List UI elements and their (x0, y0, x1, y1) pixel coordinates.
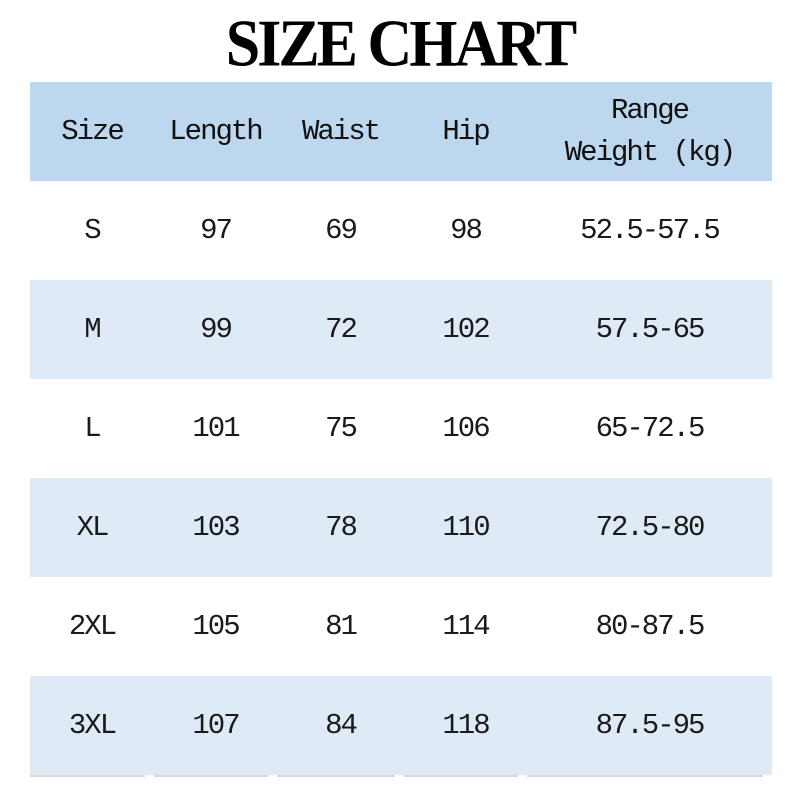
cell-waist: 81 (325, 610, 358, 643)
cell-weight-range: 72.5-80 (595, 511, 706, 544)
table-header-row: Size Length Waist Hip Range Weight (kg) (30, 82, 772, 181)
cell-size: 3XL (68, 709, 117, 742)
header-range-line2: Weight (kg) (564, 135, 736, 169)
cell-size: S (84, 214, 101, 247)
cell-waist: 75 (325, 412, 358, 445)
header-range-line1: Range (610, 93, 690, 127)
bottom-gridline (30, 775, 772, 777)
header-length: Length (169, 115, 263, 148)
cell-waist: 72 (325, 313, 358, 346)
cell-length: 103 (192, 511, 240, 544)
table-row-2xl: 2XL 105 81 114 80-87.5 (30, 577, 772, 676)
cell-length: 99 (200, 313, 233, 346)
cell-weight-range: 80-87.5 (595, 610, 706, 643)
cell-size: XL (76, 511, 110, 544)
cell-weight-range: 57.5-65 (595, 313, 706, 346)
cell-waist: 69 (325, 214, 358, 247)
cell-length: 105 (192, 610, 240, 643)
cell-hip: 110 (442, 511, 490, 544)
cell-hip: 118 (442, 709, 490, 742)
cell-waist: 84 (325, 709, 358, 742)
cell-hip: 106 (442, 412, 490, 445)
gridline-segment (527, 775, 763, 777)
table-row-3xl: 3XL 107 84 118 87.5-95 (30, 676, 772, 775)
cell-size: M (84, 313, 101, 346)
header-weight-range: Range Weight (kg) (527, 82, 772, 181)
header-hip: Hip (442, 115, 490, 148)
header-size: Size (61, 115, 125, 148)
cell-hip: 114 (442, 610, 490, 643)
table-row-m: M 99 72 102 57.5-65 (30, 280, 772, 379)
cell-hip: 102 (442, 313, 490, 346)
cell-size: 2XL (68, 610, 117, 643)
table-row-s: S 97 69 98 52.5-57.5 (30, 181, 772, 280)
gridline-segment (154, 775, 268, 777)
table-row-xl: XL 103 78 110 72.5-80 (30, 478, 772, 577)
cell-length: 107 (192, 709, 240, 742)
cell-weight-range: 65-72.5 (595, 412, 706, 445)
header-waist: Waist (301, 115, 381, 148)
cell-length: 101 (192, 412, 240, 445)
gridline-segment (277, 775, 395, 777)
table-row-l: L 101 75 106 65-72.5 (30, 379, 772, 478)
cell-weight-range: 87.5-95 (595, 709, 706, 742)
cell-length: 97 (200, 214, 233, 247)
cell-hip: 98 (450, 214, 483, 247)
gridline-segment (404, 775, 518, 777)
cell-weight-range: 52.5-57.5 (580, 214, 721, 247)
cell-waist: 78 (325, 511, 358, 544)
cell-size: L (84, 412, 101, 445)
gridline-segment (30, 775, 145, 777)
page-title: SIZE CHART (225, 7, 578, 81)
size-chart-table: Size Length Waist Hip Range Weight (kg) … (30, 82, 772, 775)
